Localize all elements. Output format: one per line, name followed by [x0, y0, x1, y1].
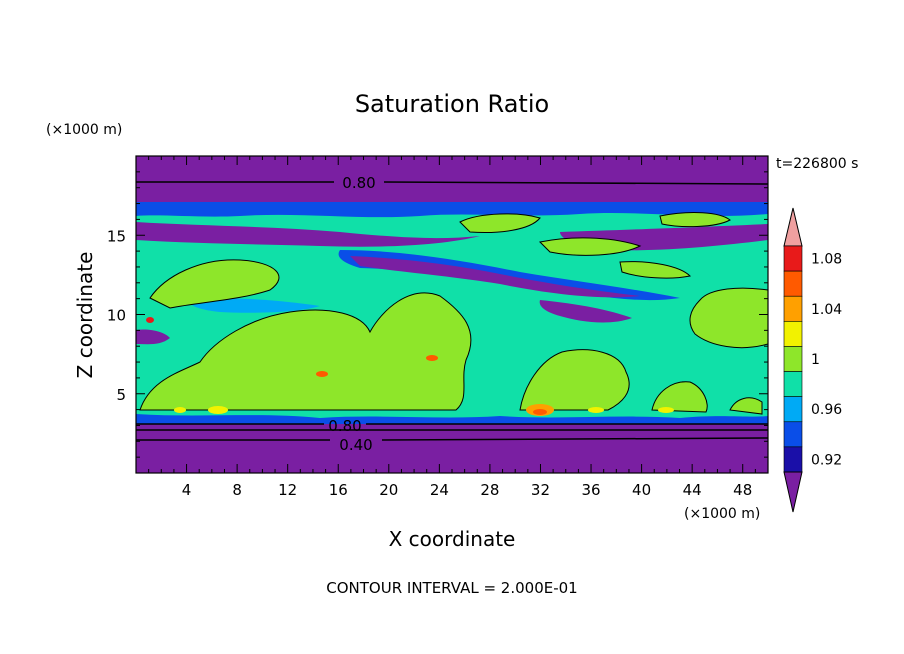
field-plot — [136, 156, 768, 473]
patch-9 — [658, 407, 674, 413]
x-tick-label: 40 — [632, 481, 651, 499]
mid-purple-core — [350, 256, 640, 298]
upper-purple-streak-1 — [136, 222, 480, 247]
colorbar-label: 1 — [811, 352, 820, 368]
colorbar-segment — [783, 295, 803, 322]
colorbar-segment — [783, 270, 803, 297]
lower-purple-streak — [539, 300, 632, 323]
x-axis-ticks: 4 8 12 16 20 24 28 32 36 40 44 48 — [148, 156, 756, 499]
colorbar-label: 1.08 — [811, 252, 842, 268]
y-unit-label: (×1000 m) — [46, 122, 122, 138]
patch-3 — [208, 406, 228, 414]
colorbar-top-arrow — [783, 207, 803, 247]
cloud-lower-main — [139, 292, 472, 411]
colorbar-segment — [783, 321, 803, 347]
cloud-upper-3 — [538, 237, 642, 256]
cloud-lower-2 — [519, 349, 630, 411]
cloud-upper-4 — [619, 261, 692, 279]
colorbar-segment — [783, 396, 803, 423]
inversion-blue-strip — [136, 414, 768, 424]
patch-2 — [533, 409, 547, 415]
left-purple-patch — [136, 329, 170, 345]
x-tick-label: 16 — [329, 481, 348, 499]
y-axis-ticks: 5 10 15 — [107, 171, 768, 458]
supersaturation-patches — [146, 317, 674, 416]
x-unit-label: (×1000 m) — [684, 506, 760, 522]
x-tick-label: 32 — [531, 481, 550, 499]
x-tick-label: 48 — [733, 481, 752, 499]
x-tick-label: 12 — [278, 481, 297, 499]
upper-dry-layer — [136, 156, 768, 204]
x-axis-label: X coordinate — [389, 527, 516, 551]
time-label: t=226800 s — [776, 156, 858, 172]
contour-top-0.80 — [136, 181, 769, 185]
patch-7 — [146, 317, 154, 323]
colorbar-segment — [783, 245, 803, 272]
x-tick-label: 36 — [581, 481, 600, 499]
cyan-band — [186, 298, 320, 313]
contour-label-mid: 0.80 — [328, 417, 361, 435]
colorbar-segment — [783, 421, 803, 448]
contour-low-0.40 — [136, 437, 769, 441]
lower-dry-layer — [136, 424, 768, 473]
chart-title: Saturation Ratio — [355, 90, 549, 118]
cloud-lower-3 — [651, 381, 708, 413]
x-tick-label: 28 — [480, 481, 499, 499]
y-tick-label: 10 — [107, 307, 126, 325]
patch-8 — [174, 407, 186, 413]
y-tick-label: 15 — [107, 227, 126, 245]
colorbar-segment — [783, 371, 803, 397]
cloud-upper-1 — [459, 213, 541, 233]
contour-label-low: 0.40 — [339, 436, 372, 454]
colorbar-segment — [783, 446, 803, 473]
contour-interval-footer: CONTOUR INTERVAL = 2.000E-01 — [326, 579, 577, 597]
colorbar-label: 0.96 — [811, 402, 842, 418]
x-tick-label: 4 — [182, 481, 192, 499]
x-tick-label: 24 — [430, 481, 449, 499]
patch-5 — [426, 355, 438, 361]
colorbar-label: 0.92 — [811, 452, 842, 468]
y-axis-label: Z coordinate — [73, 252, 97, 379]
patch-4 — [588, 407, 604, 413]
x-tick-label: 44 — [683, 481, 702, 499]
colorbar-bottom-arrow — [783, 471, 803, 513]
cloud-left — [149, 259, 280, 309]
upper-blue-band — [136, 202, 768, 218]
colorbar-segment — [783, 346, 803, 372]
patch-6 — [316, 371, 328, 377]
x-tick-label: 8 — [232, 481, 242, 499]
contour-label-top: 0.80 — [342, 174, 375, 192]
cloud-upper-2 — [659, 212, 731, 228]
x-tick-label: 20 — [379, 481, 398, 499]
y-tick-label: 5 — [116, 386, 126, 404]
cloud-lower-4 — [729, 397, 763, 415]
colorbar-label: 1.04 — [811, 302, 842, 318]
colorbar: 0.92 0.96 1 1.04 1.08 — [783, 207, 842, 513]
contour-lines — [136, 181, 769, 441]
cloud-regions — [139, 212, 768, 415]
cloud-right — [689, 287, 768, 349]
